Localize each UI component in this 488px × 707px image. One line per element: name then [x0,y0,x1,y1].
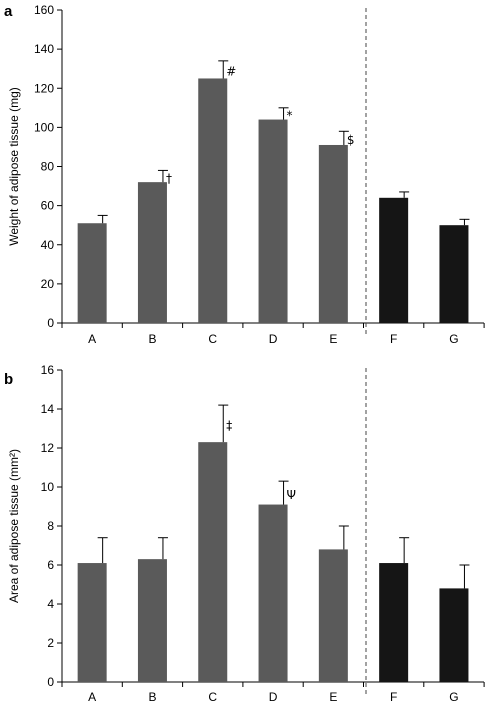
bar-D [258,504,288,682]
y-tick-label: 100 [34,120,54,134]
y-tick-label: 10 [41,480,55,494]
significance-marker-C: # [226,65,236,79]
y-tick-label: 4 [47,597,54,611]
bar-E [318,549,348,682]
bar-A [77,563,107,682]
x-tick-label-D: D [269,690,278,704]
y-tick-label: 0 [47,316,54,330]
x-tick-label-E: E [329,690,337,704]
y-tick-label: 14 [41,402,55,416]
y-tick-label: 160 [34,3,54,17]
x-tick-label-G: G [449,690,458,704]
x-tick-label-F: F [390,332,397,346]
y-axis-title: Area of adipose tissue (mm²) [7,449,21,603]
bar-E [318,144,348,323]
x-tick-label-A: A [88,332,96,346]
x-tick-label-C: C [208,690,217,704]
significance-marker-C: ‡ [226,419,232,433]
significance-marker-B: † [166,171,172,185]
bar-F [379,197,409,323]
y-tick-label: 8 [47,519,54,533]
y-tick-label: 120 [34,81,54,95]
bar-A [77,223,107,323]
x-tick-label-G: G [449,332,458,346]
x-tick-label-C: C [208,332,217,346]
x-tick-label-F: F [390,690,397,704]
y-tick-label: 6 [47,558,54,572]
y-tick-label: 0 [47,675,54,689]
bar-B [137,559,167,682]
x-tick-label-A: A [88,690,96,704]
y-tick-label: 2 [47,636,54,650]
y-tick-label: 40 [41,238,55,252]
panel-label: b [4,371,13,388]
chart-panel-a: a Weight of adipose tissue (mg) 0 20 40 60 80 1… [4,3,485,346]
y-axis-title: Weight of adipose tissue (mg) [7,87,21,246]
bar-F [379,563,409,682]
panel-label: a [4,3,13,20]
y-tick-label: 140 [34,42,54,56]
y-tick-label: 60 [41,199,55,213]
significance-marker-E: $ [347,133,355,147]
significance-marker-D: Ψ [287,488,296,502]
bar-G [439,225,469,323]
y-tick-label: 16 [41,363,55,377]
bar-C [198,78,228,323]
y-tick-label: 12 [41,441,55,455]
y-tick-label: 80 [41,160,55,174]
x-tick-label-E: E [329,332,337,346]
significance-marker-D: * [287,109,293,123]
bar-C [198,442,228,682]
y-tick-label: 20 [41,277,55,291]
chart-panel-b: b Area of adipose tissue (mm²) 0 2 4 6 8 10 12 14… [4,363,485,704]
x-tick-label-B: B [148,332,156,346]
bar-G [439,588,469,682]
x-tick-label-D: D [269,332,278,346]
x-tick-label-B: B [148,690,156,704]
bar-B [137,182,167,323]
bar-D [258,119,288,323]
